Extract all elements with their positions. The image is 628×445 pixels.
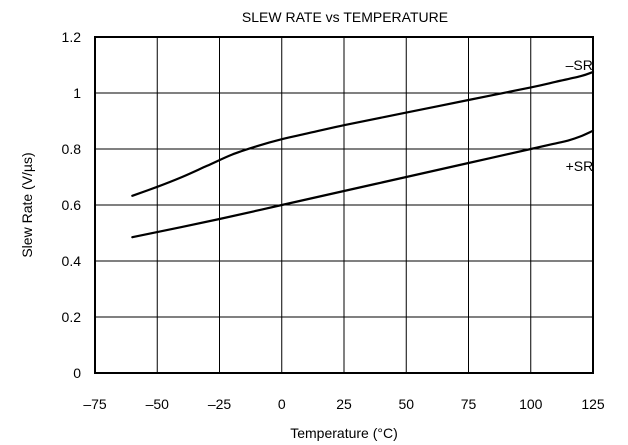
plus-sr-line: [131, 129, 595, 239]
x-tick-label: 50: [398, 396, 414, 412]
y-tick-label: 0.6: [62, 197, 82, 213]
x-tick-label: –50: [146, 396, 170, 412]
x-tick-label: 125: [581, 396, 605, 412]
tick-labels: –75 –50 –25 0 25 50 75 100 125 0 0.2 0.4 0.6 0.8 1 1.2: [62, 29, 605, 412]
y-tick-label: 0.4: [62, 253, 82, 269]
x-tick-label: 25: [336, 396, 352, 412]
y-tick-label: 0.8: [62, 141, 82, 157]
data-series: [131, 70, 595, 239]
x-tick-label: –75: [83, 396, 107, 412]
chart-title: SLEW RATE vs TEMPERATURE: [242, 9, 448, 25]
series-labels: –SR +SR: [566, 57, 594, 174]
y-tick-label: 1: [73, 85, 81, 101]
minus-sr-line: [131, 70, 595, 197]
y-tick-label: 0.2: [62, 309, 82, 325]
y-axis-label: Slew Rate (V/µs): [19, 152, 35, 257]
plot-area-frame: [94, 36, 594, 374]
grid-lines: [95, 37, 593, 373]
x-axis-label: Temperature (°C): [290, 425, 398, 441]
y-tick-label: 1.2: [62, 29, 82, 45]
series-label: +SR: [566, 158, 594, 174]
y-tick-label: 0: [73, 365, 81, 381]
x-tick-label: 0: [278, 396, 286, 412]
x-tick-label: –25: [208, 396, 232, 412]
x-tick-label: 100: [519, 396, 543, 412]
x-tick-label: 75: [461, 396, 477, 412]
series-label: –SR: [566, 57, 593, 73]
